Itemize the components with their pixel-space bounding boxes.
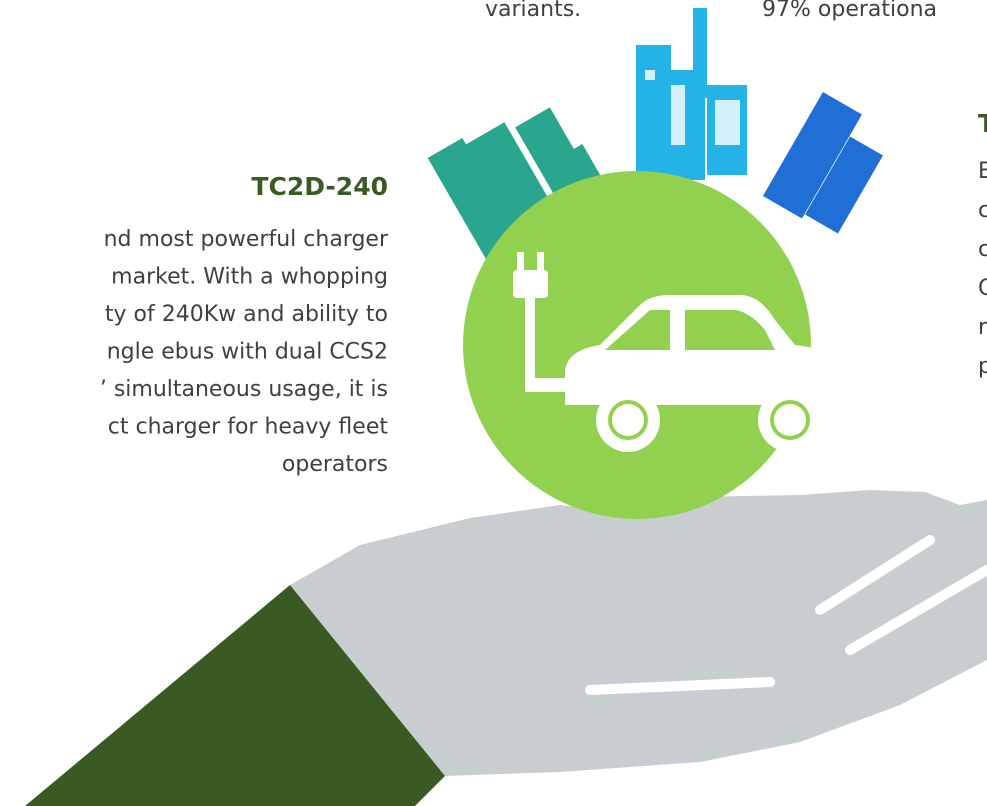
paragraph-line: ct charger for heavy fleet (108, 415, 389, 440)
paragraph-line: ngle ebus with dual CCS2 (107, 340, 388, 365)
paragraph-line: nd most powerful charger (104, 227, 389, 252)
paragraph-line: market. With a whopping (111, 265, 388, 290)
paragraph-line: c (978, 237, 987, 262)
paragraph-line: ’ simultaneous usage, it is (100, 377, 388, 402)
paragraph-line: p (978, 354, 987, 379)
paragraph-line: C (978, 276, 987, 301)
paragraph-line: operators (282, 452, 388, 477)
top-text: variants. (485, 0, 581, 22)
paragraph-line: c (978, 198, 987, 223)
paragraph-line: ty of 240Kw and ability to (105, 302, 388, 327)
page: variants. 97% operationa TC2D-240 nd most p… (0, 0, 987, 806)
paragraph-line: r (978, 315, 987, 340)
top-text: 97% operationa (762, 0, 937, 22)
title: T (978, 109, 987, 138)
paragraph-line: E (978, 159, 987, 184)
illustration: variants. 97% operationa TC2D-240 nd most p… (0, 0, 987, 806)
title: TC2D-240 (251, 172, 388, 201)
